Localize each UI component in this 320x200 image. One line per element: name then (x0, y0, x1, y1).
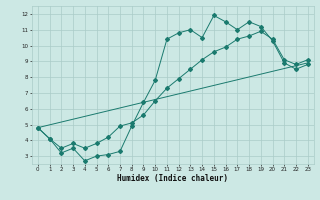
X-axis label: Humidex (Indice chaleur): Humidex (Indice chaleur) (117, 174, 228, 183)
